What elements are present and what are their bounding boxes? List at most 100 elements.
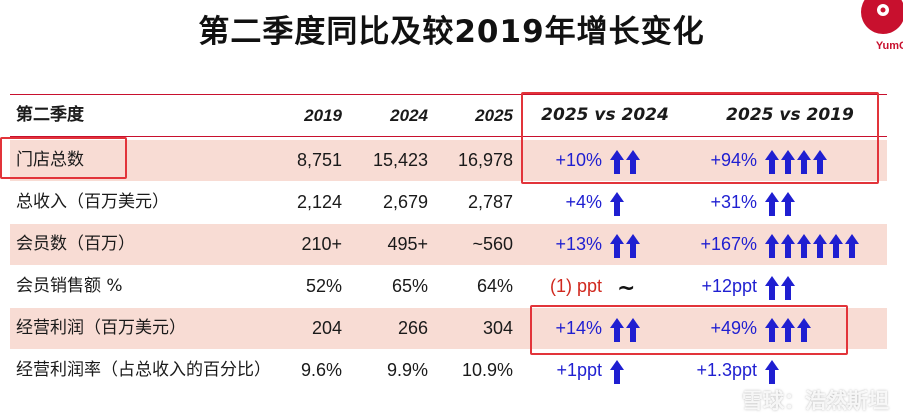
up-arrows-icon	[765, 192, 795, 216]
table-row: 经营利润（百万美元） 204 266 304 +14% +49%	[10, 308, 887, 349]
value-2025: 304	[482, 318, 513, 338]
up-arrows-icon	[610, 234, 640, 258]
value-2024: 15,423	[372, 150, 428, 170]
up-arrow-icon	[610, 234, 624, 258]
change-vs-2019: +94%	[710, 150, 757, 170]
row-label: 总收入（百万美元）	[16, 192, 169, 212]
value-2019: 8,751	[296, 150, 342, 170]
arrows-vs-2024	[610, 234, 642, 258]
value-2019: 204	[311, 318, 342, 338]
value-2025: 2,787	[467, 192, 513, 212]
up-arrow-icon	[829, 234, 843, 258]
table-row: 会员销售额 % 52% 65% 64% (1) ppt +12ppt ~	[10, 266, 887, 307]
value-2025: 64%	[476, 276, 513, 296]
profit-change-highlight	[530, 305, 848, 355]
arrows-vs-2024	[610, 150, 642, 174]
up-arrow-icon	[626, 150, 640, 174]
up-arrow-icon	[781, 234, 795, 258]
watermark: 雪球：浩然斯坦	[742, 389, 889, 413]
up-arrow-icon	[610, 360, 624, 384]
page-title: 第二季度同比及较2019年增长变化	[198, 14, 705, 50]
up-arrow-icon	[610, 192, 624, 216]
up-arrows-icon	[610, 318, 640, 342]
up-arrows-icon	[765, 276, 795, 300]
value-2024: 9.9%	[386, 360, 428, 380]
change-vs-2019: +49%	[710, 318, 757, 338]
up-arrows-icon	[610, 150, 640, 174]
header-label: 第二季度	[16, 105, 84, 125]
flat-tilde-icon: ~	[617, 276, 636, 301]
table-row: 门店总数 8,751 15,423 16,978 +10% +94%	[10, 140, 887, 181]
up-arrow-icon	[781, 318, 795, 342]
up-arrow-icon	[765, 192, 779, 216]
value-2019: 52%	[305, 276, 342, 296]
yum-logo-icon	[861, 0, 903, 34]
up-arrow-icon	[813, 150, 827, 174]
up-arrow-icon	[845, 234, 859, 258]
arrows-vs-2019	[765, 192, 797, 216]
row-label: 门店总数	[16, 150, 84, 170]
change-vs-2019: +1.3ppt	[696, 360, 757, 380]
value-2025: 10.9%	[461, 360, 513, 380]
up-arrow-icon	[781, 192, 795, 216]
up-arrow-icon	[813, 234, 827, 258]
change-vs-2019: +12ppt	[701, 276, 757, 296]
value-2024: 65%	[391, 276, 428, 296]
up-arrow-icon	[781, 276, 795, 300]
up-arrow-icon	[797, 318, 811, 342]
arrows-vs-2019	[765, 234, 861, 258]
value-2024: 2,679	[382, 192, 428, 212]
header-2025: 2025	[475, 106, 513, 125]
header-2025-vs-2024: 2025 vs 2024	[541, 105, 669, 125]
row-label: 会员销售额 %	[16, 276, 123, 296]
up-arrow-icon	[765, 150, 779, 174]
table-row: 经营利润率（占总收入的百分比） 9.6% 9.9% 10.9% +1ppt +1.3ppt	[10, 350, 887, 391]
up-arrow-icon	[781, 150, 795, 174]
up-arrow-icon	[765, 276, 779, 300]
change-vs-2024: +4%	[565, 192, 602, 212]
row-label: 经营利润（百万美元）	[16, 318, 186, 338]
up-arrows-icon	[610, 360, 624, 384]
change-vs-2024: +10%	[555, 150, 602, 170]
change-vs-2024: +14%	[555, 318, 602, 338]
store-change-highlight	[521, 92, 879, 184]
table-row: 总收入（百万美元） 2,124 2,679 2,787 +4% +31%	[10, 182, 887, 223]
value-2025: ~560	[472, 234, 513, 254]
arrows-vs-2024	[610, 192, 626, 216]
change-vs-2019: +31%	[710, 192, 757, 212]
up-arrows-icon	[765, 234, 859, 258]
row-label: 会员数（百万）	[16, 234, 135, 254]
top-rule	[10, 94, 887, 95]
header-rule	[10, 136, 887, 137]
up-arrow-icon	[626, 234, 640, 258]
row-label: 经营利润率（占总收入的百分比）	[16, 360, 271, 380]
value-2024: 266	[397, 318, 428, 338]
up-arrow-icon	[626, 318, 640, 342]
header-2025-vs-2019: 2025 vs 2019	[726, 105, 854, 125]
change-vs-2024: +13%	[555, 234, 602, 254]
change-vs-2024: +1ppt	[556, 360, 602, 380]
store-label-highlight	[0, 137, 127, 179]
arrows-vs-2024	[610, 360, 626, 384]
up-arrows-icon	[765, 360, 779, 384]
arrows-vs-2019	[765, 360, 781, 384]
up-arrow-icon	[610, 150, 624, 174]
up-arrow-icon	[765, 318, 779, 342]
arrows-vs-2019	[765, 276, 797, 300]
table-row: 会员数（百万） 210+ 495+ ~560 +13% +167%	[10, 224, 887, 265]
up-arrow-icon	[610, 318, 624, 342]
up-arrows-icon	[610, 192, 624, 216]
arrows-vs-2024	[610, 318, 642, 342]
value-2025: 16,978	[457, 150, 513, 170]
arrows-vs-2019	[765, 150, 829, 174]
up-arrows-icon	[765, 150, 827, 174]
logo-text: YumC	[875, 40, 903, 52]
header-2024: 2024	[390, 106, 428, 125]
value-2019: 9.6%	[300, 360, 342, 380]
change-vs-2024: (1) ppt	[549, 276, 602, 296]
up-arrow-icon	[797, 234, 811, 258]
up-arrow-icon	[797, 150, 811, 174]
value-2019: 210+	[301, 234, 342, 254]
header-2019: 2019	[304, 106, 342, 125]
up-arrows-icon	[765, 318, 811, 342]
